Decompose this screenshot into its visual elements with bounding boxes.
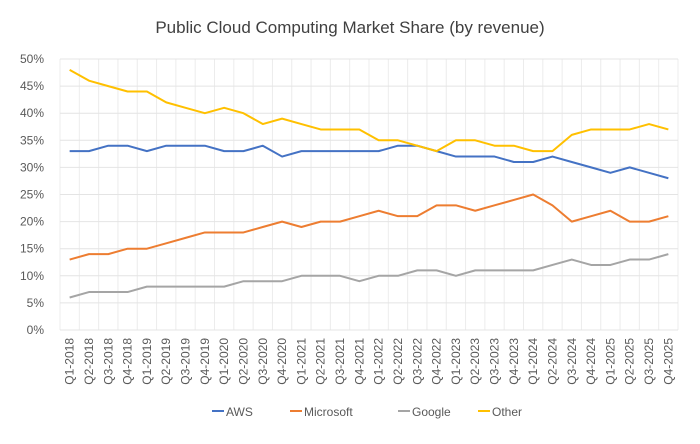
series-line-microsoft [69,193,669,261]
x-tick-label: Q1-2021 [294,338,308,385]
legend-label-other: Other [492,405,522,419]
legend-label-aws: AWS [226,405,253,419]
x-tick-label: Q2-2024 [545,338,559,385]
y-tick-label: 45% [20,79,44,93]
y-tick-label: 25% [20,188,44,202]
x-tick-label: Q1-2019 [140,338,154,385]
x-tick-label: Q3-2019 [179,338,193,385]
x-tick-label: Q1-2024 [526,338,540,385]
x-tick-label: Q4-2023 [507,338,521,385]
x-tick-label: Q2-2018 [82,338,96,385]
legend-label-microsoft: Microsoft [304,405,353,419]
y-tick-label: 35% [20,133,44,147]
x-tick-label: Q4-2024 [584,338,598,385]
x-tick-label: Q2-2019 [159,338,173,385]
x-tick-label: Q3-2021 [333,338,347,385]
series-line-google [69,253,669,299]
legend-label-google: Google [412,405,451,419]
x-tick-label: Q3-2020 [256,338,270,385]
series-line-aws [69,144,669,180]
x-tick-label: Q4-2018 [121,338,135,385]
x-tick-label: Q3-2025 [642,338,656,385]
x-tick-label: Q4-2022 [430,338,444,385]
x-tick-label: Q2-2025 [623,338,637,385]
x-tick-label: Q2-2020 [236,338,250,385]
x-tick-label: Q4-2020 [275,338,289,385]
y-tick-label: 15% [20,242,44,256]
chart-title: Public Cloud Computing Market Share (by … [155,18,545,37]
x-tick-label: Q4-2021 [352,338,366,385]
y-tick-label: 0% [27,323,45,337]
x-tick-label: Q3-2023 [488,338,502,385]
series-line-other [69,68,669,153]
x-tick-label: Q1-2018 [63,338,77,385]
x-tick-label: Q3-2024 [565,338,579,385]
y-tick-label: 30% [20,160,44,174]
x-tick-label: Q2-2022 [391,338,405,385]
y-tick-label: 5% [27,296,45,310]
x-tick-label: Q4-2019 [198,338,212,385]
y-tick-label: 40% [20,106,44,120]
x-tick-label: Q1-2022 [372,338,386,385]
y-tick-label: 10% [20,269,44,283]
y-tick-label: 50% [20,52,44,66]
y-tick-label: 20% [20,215,44,229]
x-tick-label: Q2-2021 [314,338,328,385]
x-tick-label: Q1-2020 [217,338,231,385]
x-tick-label: Q1-2025 [603,338,617,385]
x-tick-label: Q3-2022 [410,338,424,385]
x-tick-label: Q3-2018 [101,338,115,385]
x-tick-label: Q2-2023 [468,338,482,385]
x-tick-label: Q4-2025 [661,338,675,385]
x-tick-label: Q1-2023 [449,338,463,385]
